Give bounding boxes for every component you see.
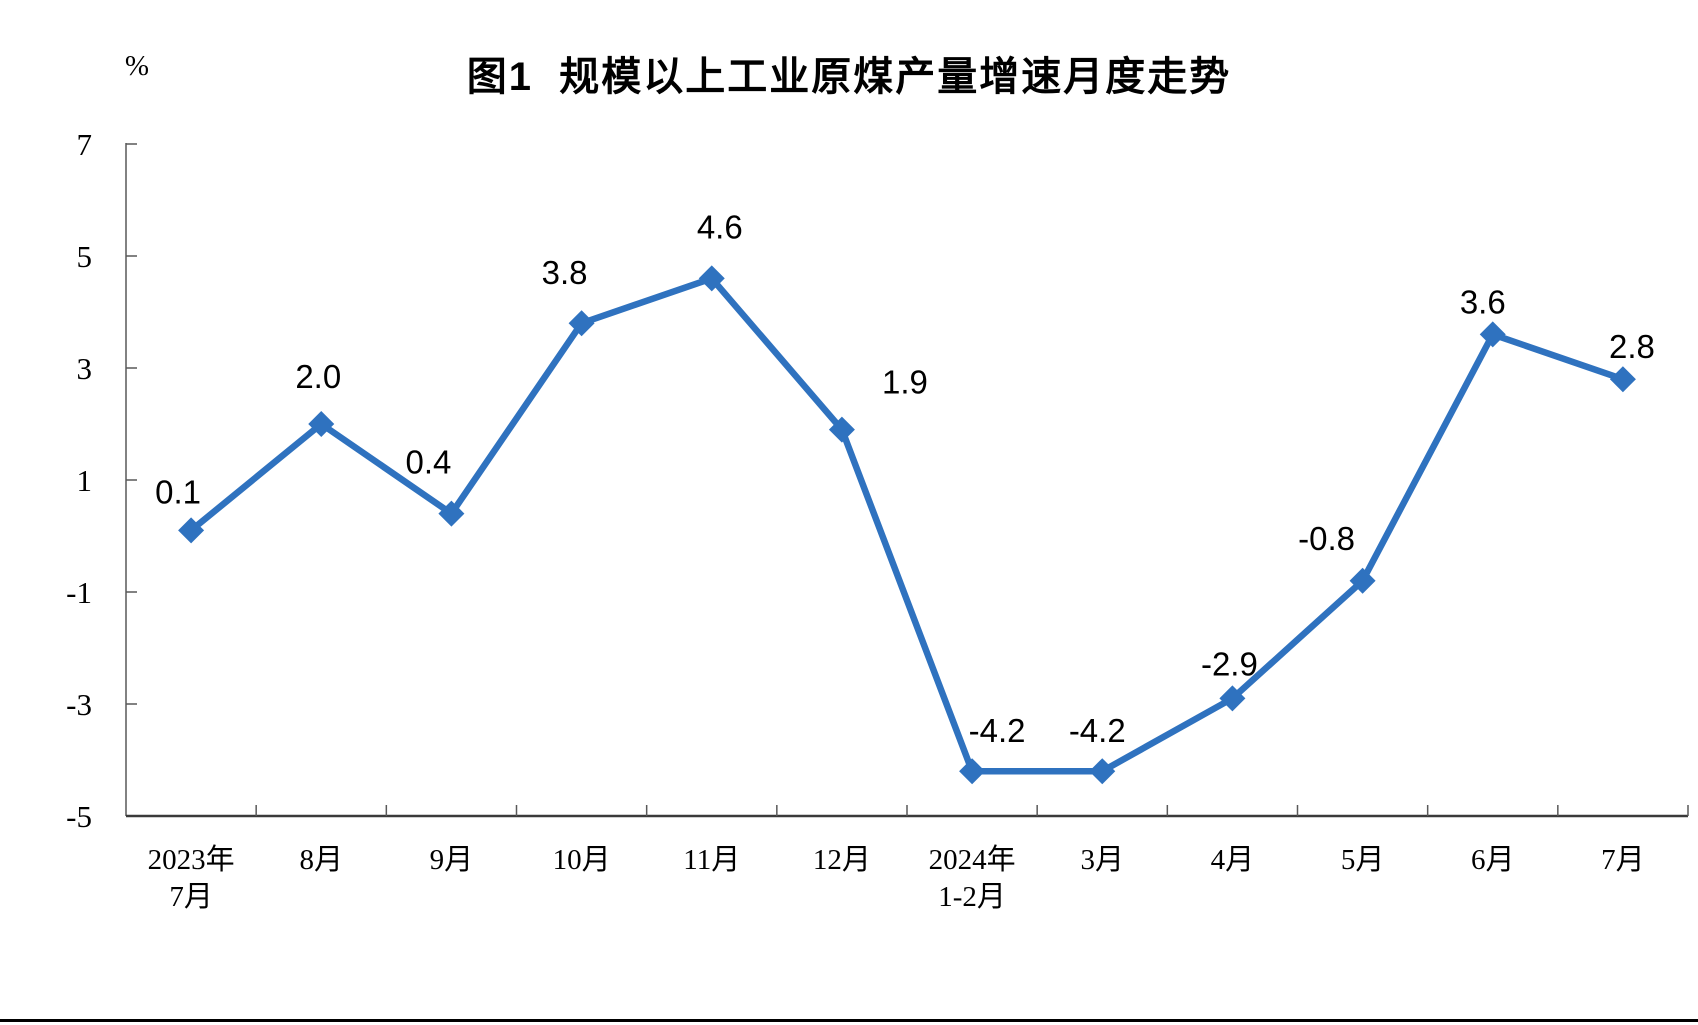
y-tick-label: -5 <box>66 799 92 834</box>
x-tick-label: 3月 <box>1080 844 1124 876</box>
x-tick-label: 7月 <box>1601 844 1645 876</box>
data-point-marker <box>828 416 855 443</box>
x-tick-label: 2024年 <box>929 843 1016 876</box>
data-point-marker <box>178 517 205 544</box>
x-tick-label: 10月 <box>553 844 611 876</box>
data-point-label: 0.1 <box>155 473 201 510</box>
data-point-label: 3.6 <box>1460 283 1506 320</box>
y-tick-label: 3 <box>77 351 93 386</box>
data-point-label: -4.2 <box>969 712 1026 749</box>
x-tick-label: 8月 <box>299 844 343 876</box>
x-tick-label: 7月 <box>169 881 213 913</box>
data-point-label: 2.0 <box>295 358 341 395</box>
data-point-marker <box>1479 321 1506 348</box>
y-tick-label: -3 <box>66 687 92 722</box>
x-tick-label: 2023年 <box>148 843 235 876</box>
data-point-marker <box>959 758 986 785</box>
data-point-marker <box>438 500 465 527</box>
data-point-marker <box>698 265 725 292</box>
y-axis-unit-label: % <box>124 50 150 82</box>
data-point-label: 3.8 <box>542 254 588 291</box>
data-point-label: 4.6 <box>697 208 743 245</box>
bottom-divider <box>0 1019 1698 1022</box>
data-point-label: -0.8 <box>1298 520 1355 557</box>
data-point-label: 2.8 <box>1609 328 1655 365</box>
y-tick-label: 7 <box>77 127 93 162</box>
data-point-marker <box>1349 567 1376 594</box>
y-tick-label: -1 <box>66 575 92 610</box>
x-tick-label: 11月 <box>683 844 740 876</box>
data-point-label: -2.9 <box>1201 645 1258 682</box>
y-tick-label: 5 <box>77 239 93 274</box>
data-point-label: -4.2 <box>1069 712 1126 749</box>
x-tick-label: 5月 <box>1341 844 1385 876</box>
chart-title: 图1 规模以上工业原煤产量增速月度走势 <box>466 55 1232 99</box>
x-tick-label: 12月 <box>813 844 871 876</box>
x-tick-label: 6月 <box>1471 844 1515 876</box>
x-tick-label: 1-2月 <box>938 881 1006 913</box>
data-point-label: 0.4 <box>405 444 451 481</box>
data-point-marker <box>1219 685 1246 712</box>
series-line <box>189 274 1624 775</box>
data-point-marker <box>1609 366 1636 393</box>
data-point-marker <box>308 411 335 437</box>
data-point-marker <box>1089 758 1116 785</box>
y-tick-label: 1 <box>77 463 93 498</box>
x-tick-label: 9月 <box>430 844 474 876</box>
data-point-marker <box>568 310 595 337</box>
x-tick-label: 4月 <box>1211 844 1255 876</box>
data-point-label: 1.9 <box>882 364 928 401</box>
